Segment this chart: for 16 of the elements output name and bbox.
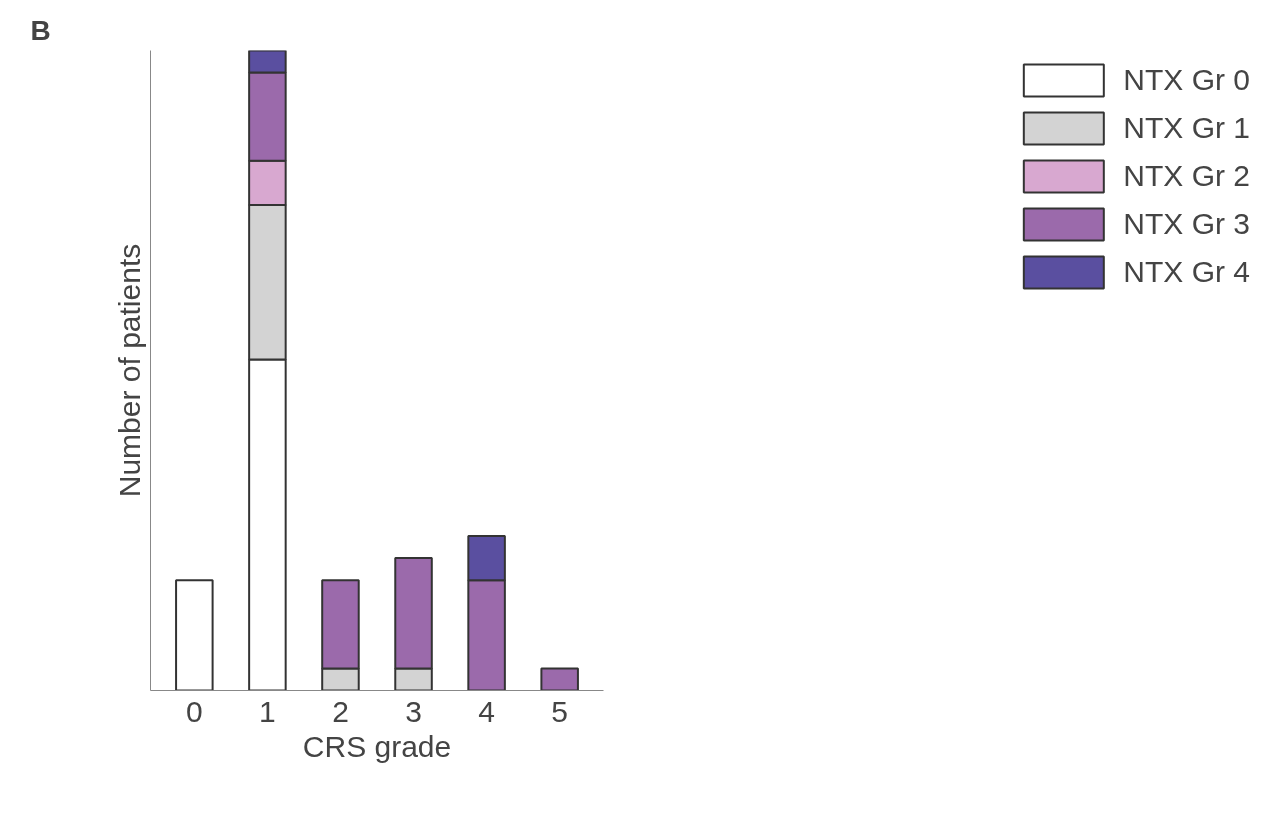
- legend-label: NTX Gr 4: [1123, 255, 1250, 289]
- x-tick-label: 2: [332, 694, 349, 728]
- x-tick-label: 4: [478, 694, 495, 728]
- bar: [175, 579, 214, 691]
- y-axis-title: Number of patients: [112, 243, 146, 498]
- legend-label: NTX Gr 3: [1123, 207, 1250, 241]
- x-tick-label: 0: [186, 694, 203, 728]
- x-tick-label: 3: [405, 694, 422, 728]
- bar: [540, 667, 579, 691]
- chart-title: B: [30, 14, 51, 46]
- legend-label: NTX Gr 0: [1123, 63, 1250, 97]
- x-axis-title: CRS grade: [302, 729, 452, 763]
- x-tick-label: 5: [551, 694, 569, 728]
- legend-label: NTX Gr 2: [1123, 159, 1250, 193]
- x-tick-label: 1: [259, 694, 276, 728]
- legend-label: NTX Gr 1: [1123, 111, 1250, 145]
